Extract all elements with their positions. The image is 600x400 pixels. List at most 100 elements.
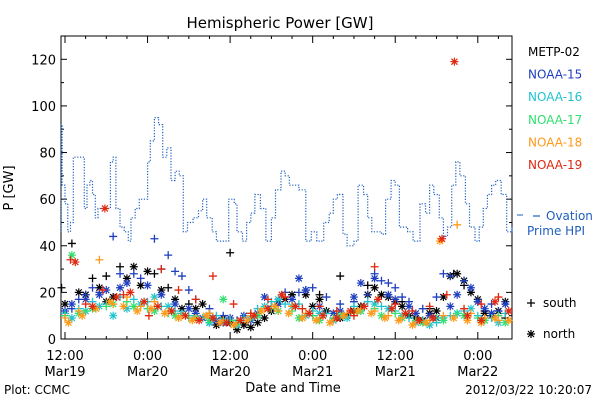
north-point — [263, 304, 272, 313]
north-point — [219, 295, 228, 304]
north-point — [346, 307, 355, 316]
south-point — [191, 295, 200, 304]
north-point — [150, 307, 159, 316]
ovation-legend: Ovation Prime HPI — [517, 209, 593, 238]
south-point — [136, 274, 145, 283]
south-point — [405, 314, 413, 323]
north-point — [122, 304, 131, 313]
north-point — [181, 311, 190, 320]
south-point — [88, 283, 97, 292]
x-axis-label: Date and Time — [245, 381, 341, 396]
north-point — [253, 318, 262, 327]
south-point — [315, 302, 324, 311]
south-point — [363, 297, 372, 306]
south-point — [102, 302, 111, 311]
south-point — [377, 276, 386, 285]
north-point — [222, 318, 231, 327]
south-point — [61, 314, 69, 323]
north-point — [332, 314, 341, 323]
north-point — [140, 297, 149, 306]
north-point — [208, 314, 217, 323]
north-point — [119, 302, 128, 311]
north-point — [157, 290, 166, 299]
north-point — [177, 304, 186, 313]
south-point — [477, 300, 486, 309]
ovation-hpi-line — [60, 117, 513, 247]
north-point — [356, 279, 365, 288]
north-point — [501, 300, 510, 309]
north-point — [95, 302, 104, 311]
north-point — [243, 316, 252, 325]
south-point — [150, 297, 159, 306]
x-tick-date-label: Mar21 — [375, 365, 416, 380]
south-point — [136, 302, 145, 311]
y-axis-label: P [GW] — [2, 165, 17, 210]
north-point — [136, 281, 145, 290]
north-point — [463, 316, 472, 325]
legend-entry: NOAA-18 — [528, 135, 582, 149]
north-point — [501, 318, 510, 327]
north-point — [246, 323, 255, 332]
symbol-legend-entry: north — [527, 327, 575, 341]
north-point — [88, 302, 97, 311]
x-axis: 12:00Mar190:00Mar2012:00Mar200:00Mar2112… — [44, 36, 499, 380]
north-point — [61, 300, 69, 309]
north-point — [312, 316, 321, 325]
north-point — [504, 307, 513, 316]
north-point — [374, 295, 383, 304]
south-point — [370, 262, 379, 271]
north-point — [438, 234, 447, 243]
plot-area-frame — [60, 35, 513, 340]
north-point — [527, 330, 535, 338]
north-point — [343, 314, 352, 323]
south-point — [150, 234, 159, 243]
north-point — [191, 304, 200, 313]
south-point — [81, 300, 90, 309]
y-tick-label: 40 — [39, 240, 56, 255]
north-point — [236, 316, 245, 325]
north-point — [377, 290, 386, 299]
north-point — [394, 316, 403, 325]
north-point — [288, 295, 297, 304]
north-point — [408, 321, 417, 330]
south-point — [391, 283, 400, 292]
south-point — [391, 300, 400, 309]
south-point — [164, 283, 173, 292]
south-point — [453, 309, 462, 318]
south-point — [363, 281, 372, 290]
north-point — [339, 311, 348, 320]
south-point — [363, 290, 372, 299]
series-noaa-18 — [61, 220, 513, 330]
north-point — [453, 269, 462, 278]
south-point — [294, 288, 303, 297]
y-tick-label: 80 — [39, 147, 56, 162]
north-point — [377, 311, 386, 320]
north-point — [463, 311, 472, 320]
x-tick-time-label: 0:00 — [298, 349, 327, 364]
north-point — [477, 316, 486, 325]
y-tick-label: 60 — [39, 193, 56, 208]
north-point — [398, 302, 407, 311]
north-point — [91, 304, 100, 313]
south-point — [57, 283, 66, 292]
north-point — [122, 279, 131, 288]
north-point — [425, 321, 434, 330]
north-point — [126, 288, 135, 297]
north-point — [212, 321, 221, 330]
north-point — [188, 316, 197, 325]
symbol-legend-entry: south — [527, 296, 577, 310]
y-tick-label: 20 — [39, 286, 56, 301]
south-point — [81, 307, 90, 316]
north-point — [147, 304, 155, 313]
legend-entry: NOAA-15 — [528, 68, 582, 82]
south-point — [418, 304, 427, 313]
north-point — [504, 316, 513, 325]
north-point — [67, 251, 76, 260]
x-tick-date-label: Mar19 — [44, 365, 85, 380]
south-point — [446, 272, 455, 281]
x-tick-date-label: Mar20 — [210, 365, 251, 380]
x-tick-time-label: 12:00 — [211, 349, 248, 364]
south-point — [229, 300, 238, 309]
x-tick-date-label: Mar21 — [292, 365, 333, 380]
